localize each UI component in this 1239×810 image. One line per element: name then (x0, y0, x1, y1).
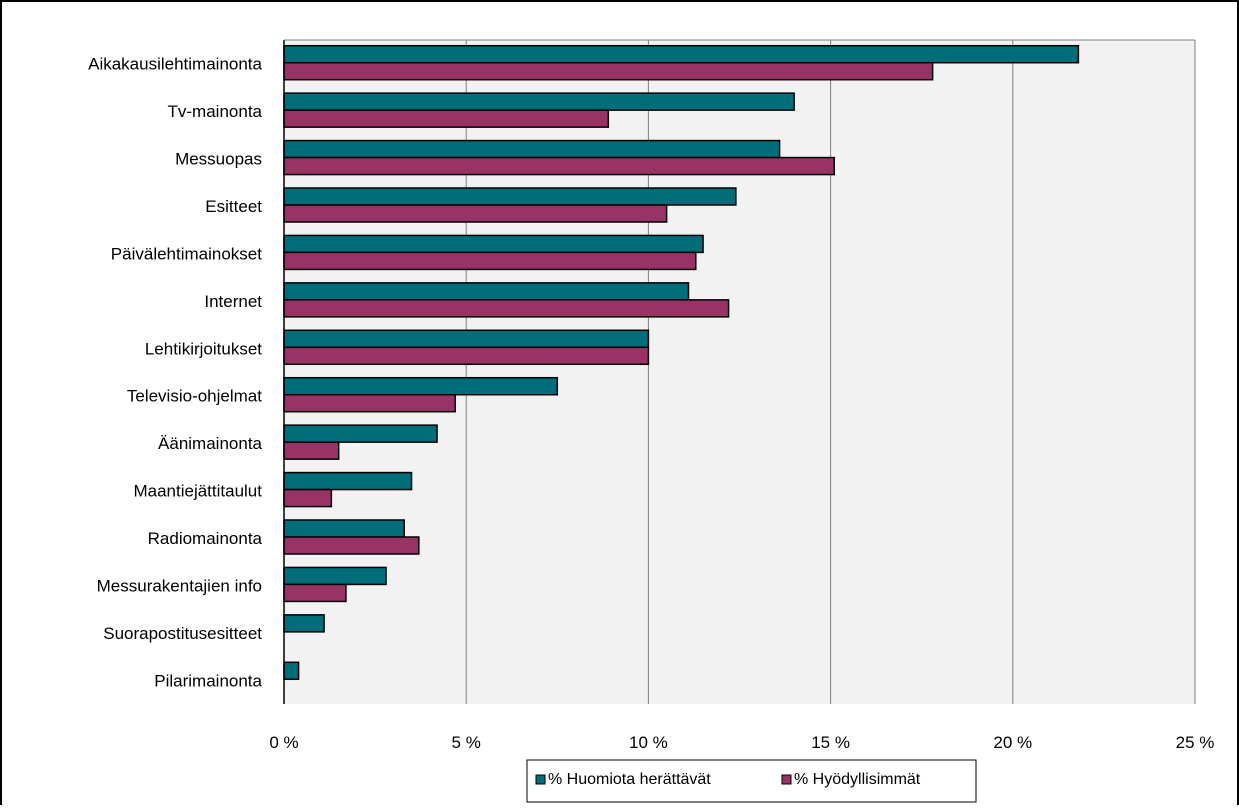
bar (283, 299, 730, 318)
bar (283, 536, 420, 555)
bar (283, 251, 697, 271)
axes (283, 39, 1195, 704)
category-label: Pilarimainonta (154, 671, 262, 690)
category-label: Lehtikirjoitukset (145, 339, 262, 358)
category-label: Suorapostitusesitteet (103, 624, 262, 643)
bar (283, 424, 438, 443)
bar (283, 661, 300, 681)
category-label: Messurakentajien info (97, 576, 262, 595)
bar (283, 234, 704, 254)
category-label: Maantiejättitaulut (133, 482, 262, 501)
category-label: Esitteet (205, 197, 262, 216)
bar (283, 566, 387, 586)
x-tick-label: 0 % (269, 733, 298, 752)
x-tick-label: 25 % (1176, 733, 1215, 752)
bar (283, 471, 413, 491)
category-label: Televisio-ohjelmat (127, 387, 262, 406)
bar (283, 441, 340, 460)
legend-swatch (535, 774, 546, 785)
bar (283, 109, 610, 128)
category-label: Äänimainonta (158, 434, 263, 453)
category-label: Aikakausilehtimainonta (88, 55, 262, 74)
bar (283, 139, 781, 159)
legend-label: % Huomiota herättävät (548, 771, 711, 788)
bar (283, 44, 1080, 64)
x-tick-label: 20 % (993, 733, 1032, 752)
bar (283, 519, 406, 538)
legend: % Huomiota herättävät % Hyödyllisimmät (526, 759, 977, 803)
plot-area (284, 40, 1195, 704)
bar (283, 614, 325, 633)
bar (283, 204, 668, 223)
legend-box (526, 759, 977, 803)
category-label: Tv-mainonta (168, 102, 263, 121)
category-label: Radiomainonta (148, 529, 263, 548)
x-tick-label: 5 % (452, 733, 481, 752)
legend-swatch (781, 774, 792, 785)
bar (283, 187, 737, 206)
bar (283, 488, 333, 508)
legend-label: % Hyödyllisimmät (794, 771, 921, 788)
bar (283, 393, 457, 413)
bar (283, 92, 795, 111)
category-label: Päivälehtimainokset (111, 244, 262, 263)
category-label: Messuopas (175, 150, 262, 169)
x-tick-label: 10 % (629, 733, 668, 752)
x-tick-label: 15 % (811, 733, 850, 752)
bar (283, 61, 934, 81)
bar (283, 583, 347, 603)
bar (283, 346, 650, 366)
category-labels: Aikakausilehtimainonta Tv-mainonta Messuop… (88, 55, 262, 691)
bars (283, 44, 1080, 681)
bar (283, 282, 690, 301)
tick-labels: 0 % 5 % 10 % 15 % 20 % 25 % (269, 733, 1214, 752)
bar (283, 329, 650, 349)
bar (283, 156, 835, 176)
bar (283, 376, 559, 396)
category-label: Internet (204, 292, 262, 311)
